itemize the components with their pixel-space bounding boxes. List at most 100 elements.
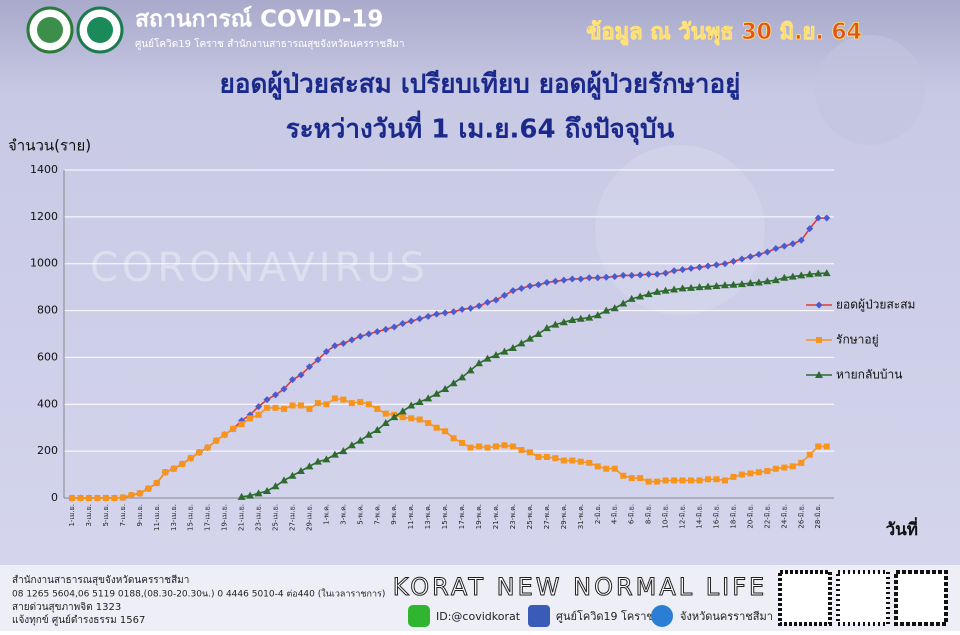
data-point — [365, 330, 373, 338]
data-point — [221, 431, 228, 438]
data-point — [450, 308, 458, 316]
data-point — [823, 443, 830, 450]
data-point — [484, 298, 492, 306]
x-tick-label: 25-พ.ค. — [526, 504, 534, 529]
data-point — [213, 437, 220, 444]
data-point — [619, 271, 627, 279]
data-point — [577, 275, 585, 283]
chart-title: ยอดผู้ป่วยสะสม เปรียบเทียบ ยอดผู้ป่วยรัก… — [220, 70, 741, 101]
header-subtitle: ศูนย์โควิด19 โคราช สำนักงานสาธารณสุขจังห… — [135, 37, 405, 50]
data-point — [407, 401, 416, 409]
data-point — [153, 480, 160, 487]
data-point — [679, 477, 686, 484]
data-point — [467, 444, 474, 451]
data-point — [806, 451, 813, 458]
qr-code — [778, 570, 832, 626]
data-point — [424, 312, 432, 320]
y-tick-label: 600 — [37, 350, 58, 363]
data-point — [585, 313, 594, 321]
data-point — [433, 310, 441, 318]
y-tick-label: 200 — [37, 444, 58, 457]
series-line — [241, 272, 827, 498]
data-point — [679, 266, 687, 274]
x-tick-label: 19-เม.ย. — [221, 504, 229, 531]
data-point — [525, 334, 534, 342]
website: จังหวัดนครราชสีมา — [680, 610, 773, 623]
data-point — [509, 443, 516, 450]
data-point — [382, 410, 389, 417]
data-point — [254, 489, 263, 497]
data-point — [551, 320, 560, 328]
data-point — [331, 342, 339, 350]
data-point — [314, 400, 321, 407]
data-point — [585, 274, 593, 282]
data-point — [678, 284, 687, 292]
y-tick-label: 1000 — [30, 257, 58, 270]
data-point — [670, 285, 679, 293]
data-point — [611, 465, 618, 472]
data-point — [399, 414, 406, 421]
data-point — [398, 407, 407, 415]
data-point — [313, 457, 322, 465]
data-point — [493, 443, 499, 450]
data-point — [602, 273, 610, 281]
data-point — [781, 464, 788, 471]
data-point — [442, 428, 449, 435]
data-point — [755, 469, 762, 476]
data-point — [77, 495, 84, 501]
data-point — [280, 476, 288, 484]
data-point — [738, 471, 745, 478]
data-point — [526, 449, 533, 456]
x-tick-label: 25-เม.ย. — [272, 504, 280, 531]
data-point — [288, 376, 296, 384]
data-point — [476, 443, 483, 450]
data-point — [797, 271, 806, 279]
data-point — [746, 279, 755, 287]
x-tick-label: 17-เม.ย. — [204, 504, 212, 531]
data-point — [415, 397, 424, 405]
data-point — [806, 225, 814, 233]
data-point — [390, 413, 399, 421]
x-tick-label: 15-พ.ค. — [441, 504, 449, 529]
data-point — [264, 404, 271, 411]
data-point — [365, 401, 372, 408]
data-point — [645, 478, 652, 485]
facebook-name: ศูนย์โควิด19 โคราช — [556, 609, 654, 623]
data-point — [738, 255, 746, 263]
x-tick-label: 13-พ.ค. — [424, 504, 432, 529]
data-point — [772, 465, 779, 472]
qr-code — [894, 570, 948, 626]
data-point — [560, 457, 567, 464]
data-point — [356, 332, 364, 340]
data-point — [687, 283, 696, 291]
data-point — [314, 356, 322, 364]
data-point — [636, 292, 645, 300]
data-point — [449, 379, 458, 387]
data-point — [720, 281, 729, 289]
data-point — [798, 459, 805, 466]
data-point — [433, 424, 440, 431]
data-point — [559, 318, 568, 326]
data-point — [288, 471, 297, 479]
data-point — [754, 278, 763, 286]
data-point — [542, 324, 551, 332]
data-point — [85, 495, 92, 501]
data-point — [111, 495, 118, 501]
data-point — [688, 477, 695, 484]
data-point — [382, 325, 390, 333]
data-point — [356, 436, 365, 444]
data-point — [416, 315, 424, 323]
data-point — [162, 469, 169, 476]
data-point — [763, 277, 772, 285]
data-point — [187, 455, 194, 462]
data-point — [620, 472, 627, 479]
x-tick-label: 21-เม.ย. — [238, 504, 246, 531]
data-point — [763, 248, 771, 256]
data-point — [475, 359, 484, 367]
data-point — [305, 462, 314, 470]
data-point — [145, 485, 152, 492]
data-point — [696, 263, 704, 271]
x-tick-label: 3-พ.ค. — [339, 504, 347, 525]
